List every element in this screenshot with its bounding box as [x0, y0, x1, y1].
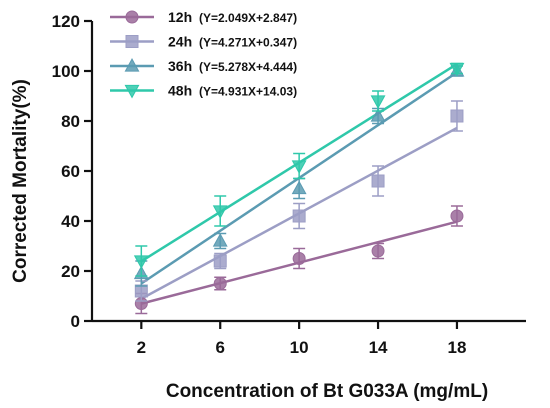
- marker-12h: [371, 244, 385, 258]
- marker-12h: [213, 277, 227, 290]
- x-tick-label: 6: [215, 338, 224, 357]
- legend-series-name: 48h: [168, 83, 192, 99]
- marker-48h: [212, 205, 228, 219]
- marker-24h: [371, 174, 385, 188]
- y-tick-label: 100: [52, 62, 80, 81]
- point-24h: [292, 202, 306, 230]
- point-48h: [133, 245, 149, 277]
- point-24h: [213, 252, 227, 270]
- legend-item-12h: 12h (Y=2.049X+2.847): [110, 9, 297, 25]
- marker-48h: [449, 62, 465, 77]
- x-tick-label: 10: [290, 338, 309, 357]
- marker-24h: [213, 254, 227, 268]
- marker-12h: [450, 209, 464, 223]
- legend-marker: [124, 58, 140, 72]
- point-12h: [450, 205, 464, 227]
- y-tick-label: 20: [61, 262, 80, 281]
- axes: 0 20 40 60 80 100 120 2 6 10 14 18: [52, 12, 526, 357]
- legend-equation: (Y=2.049X+2.847): [199, 11, 297, 25]
- y-axis-title: Corrected Mortality(%): [10, 79, 31, 283]
- point-36h: [291, 177, 307, 200]
- point-48h: [449, 62, 465, 77]
- x-tick-label: 14: [369, 338, 388, 357]
- y-tick-label: 80: [61, 112, 80, 131]
- point-48h: [370, 90, 386, 112]
- point-24h: [450, 100, 464, 132]
- legend-equation: (Y=4.931X+14.03): [199, 85, 297, 99]
- marker-24h: [292, 209, 306, 223]
- legend-series-name: 12h: [168, 9, 192, 25]
- point-12h: [213, 276, 227, 291]
- data-markers: [133, 62, 465, 315]
- marker-24h: [134, 284, 148, 298]
- legend-equation: (Y=5.278X+4.444): [199, 60, 297, 74]
- point-48h: [291, 152, 307, 180]
- x-tick-label: 2: [137, 338, 146, 357]
- legend-marker: [125, 35, 139, 48]
- point-12h: [371, 242, 385, 260]
- marker-48h: [370, 95, 386, 109]
- point-36h: [370, 107, 386, 125]
- point-48h: [212, 195, 228, 227]
- x-tick-label: 18: [447, 338, 466, 357]
- legend: 12h (Y=2.049X+2.847) 24h (Y=4.271X+0.347) 36…: [110, 9, 297, 99]
- marker-36h: [370, 108, 386, 122]
- point-24h: [371, 165, 385, 197]
- y-tick-label: 0: [71, 312, 80, 331]
- y-tick-label: 120: [52, 12, 80, 31]
- marker-48h: [291, 160, 307, 174]
- point-12h: [292, 247, 306, 270]
- y-tick-label: 60: [61, 162, 80, 181]
- legend-equation: (Y=4.271X+0.347): [199, 36, 297, 50]
- legend-marker: [124, 84, 140, 99]
- y-tick-label: 40: [61, 212, 80, 231]
- point-36h: [212, 232, 228, 250]
- legend-series-name: 36h: [168, 58, 192, 74]
- legend-item-48h: 48h (Y=4.931X+14.03): [110, 83, 297, 99]
- x-axis-title: Concentration of Bt G033A (mg/mL): [166, 381, 488, 402]
- legend-marker: [125, 10, 139, 24]
- marker-48h: [133, 255, 149, 269]
- legend-item-24h: 24h (Y=4.271X+0.347): [110, 34, 297, 50]
- marker-24h: [450, 109, 464, 123]
- marker-36h: [212, 233, 228, 247]
- legend-series-name: 24h: [168, 34, 192, 50]
- marker-12h: [292, 252, 306, 265]
- marker-36h: [291, 180, 307, 195]
- legend-item-36h: 36h (Y=5.278X+4.444): [110, 58, 297, 74]
